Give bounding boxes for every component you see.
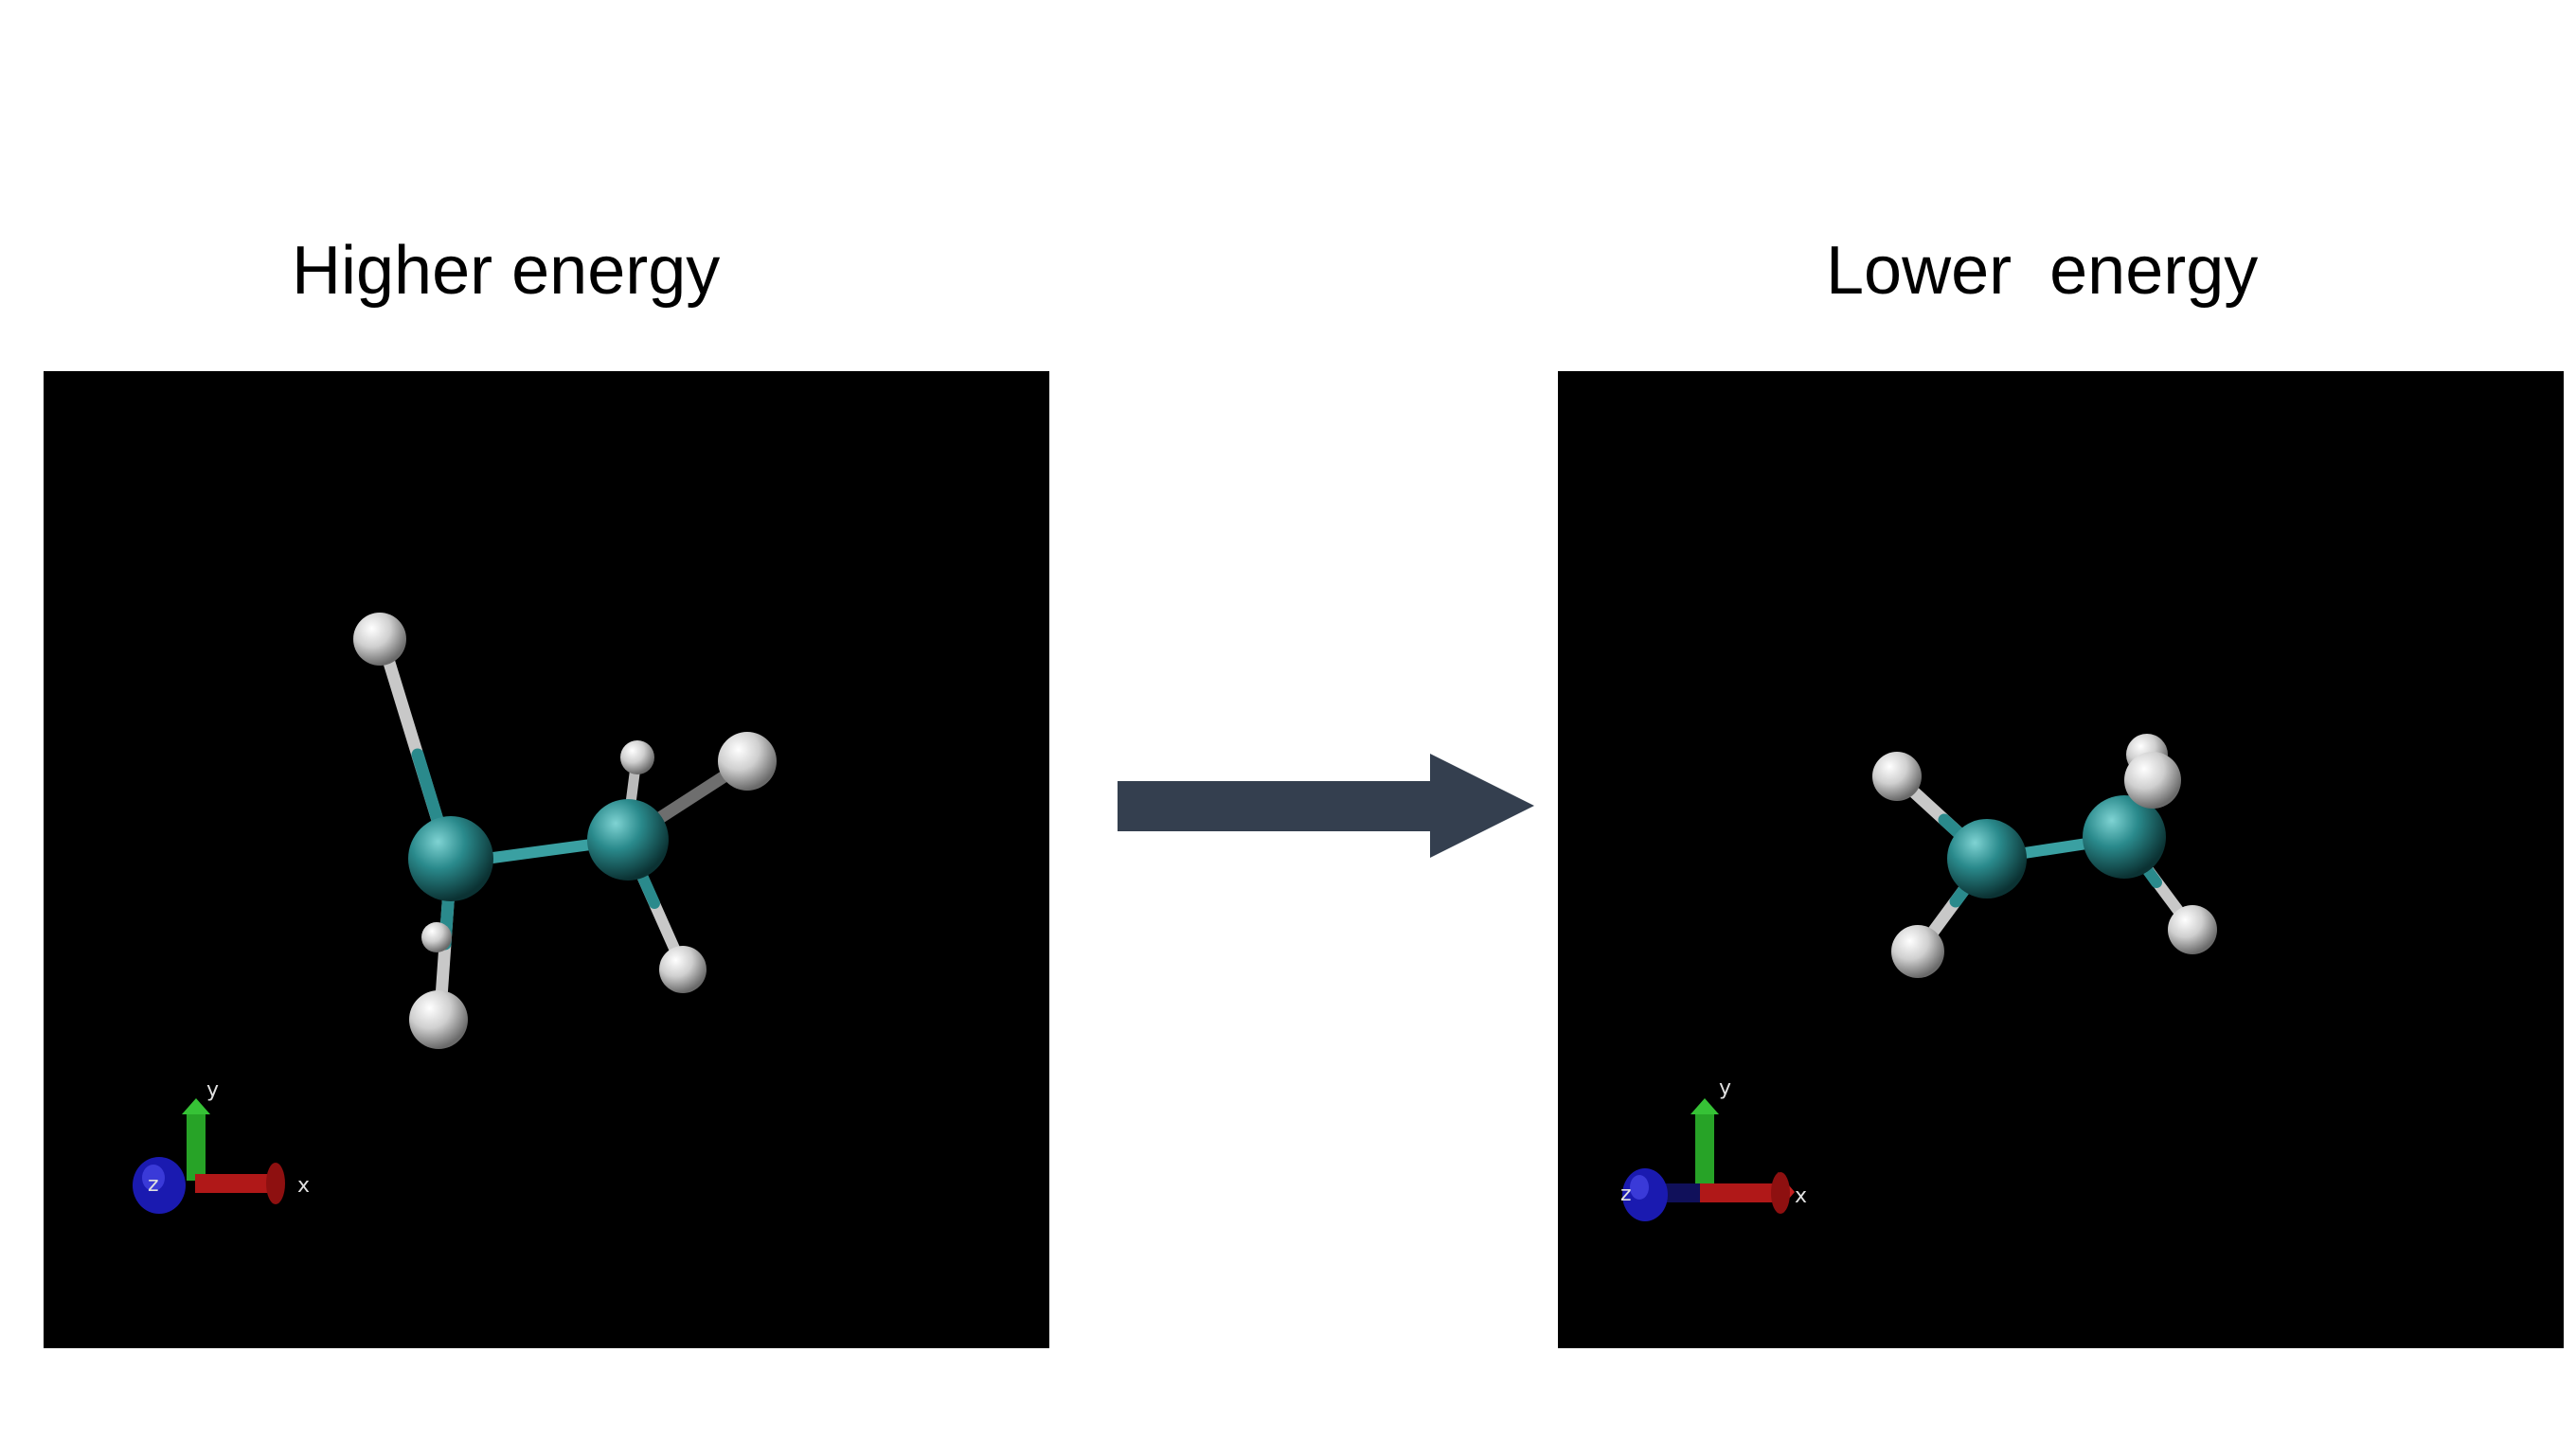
axis-x-shaft: [1700, 1183, 1780, 1202]
axis-x-cap: [266, 1163, 285, 1204]
carbon-atom: [1947, 819, 2027, 898]
title-higher-energy: Higher energy: [292, 233, 721, 309]
axis-x-label: x: [297, 1174, 310, 1198]
hydrogen-atom: [2124, 752, 2181, 809]
axes-indicator: y x z: [1620, 1076, 1807, 1221]
axes-indicator: y x z: [133, 1078, 310, 1214]
title-lower-energy: Lower energy: [1826, 233, 2259, 309]
hydrogen-atom: [353, 613, 406, 666]
carbon-atom: [587, 799, 669, 881]
axis-x-label: x: [1795, 1184, 1807, 1208]
axis-z-label: z: [148, 1173, 159, 1197]
right-arrow-icon: [1118, 754, 1534, 858]
hydrogen-atom: [421, 922, 452, 952]
hydrogen-atom: [2168, 905, 2217, 954]
axis-y-shaft: [187, 1110, 206, 1181]
axis-z-highlight: [1630, 1175, 1649, 1200]
carbon-atom: [408, 816, 493, 901]
hydrogen-atom: [1891, 925, 1944, 978]
hydrogen-atom: [659, 946, 707, 993]
axis-y-head: [1690, 1098, 1719, 1114]
axis-x-cap: [1771, 1172, 1790, 1214]
hydrogen-atom: [409, 990, 468, 1049]
hydrogen-atom: [1872, 752, 1922, 801]
axis-y-label: y: [206, 1078, 219, 1102]
molecule-lower-energy: y x z: [1620, 734, 2217, 1221]
viewport-higher-energy: y x z: [44, 371, 1049, 1348]
hydrogen-atom: [620, 740, 654, 774]
hydrogen-atom: [718, 732, 777, 791]
axis-z-label: z: [1620, 1183, 1632, 1206]
axis-y-head: [182, 1098, 210, 1114]
axis-y-shaft: [1695, 1110, 1714, 1185]
axis-x-shaft: [195, 1174, 276, 1193]
molecule-higher-energy: y x z: [133, 613, 777, 1214]
carbon-atom: [2083, 795, 2166, 879]
axis-z-highlight: [142, 1165, 165, 1191]
axis-y-label: y: [1719, 1076, 1731, 1100]
viewport-lower-energy: y x z: [1558, 371, 2564, 1348]
